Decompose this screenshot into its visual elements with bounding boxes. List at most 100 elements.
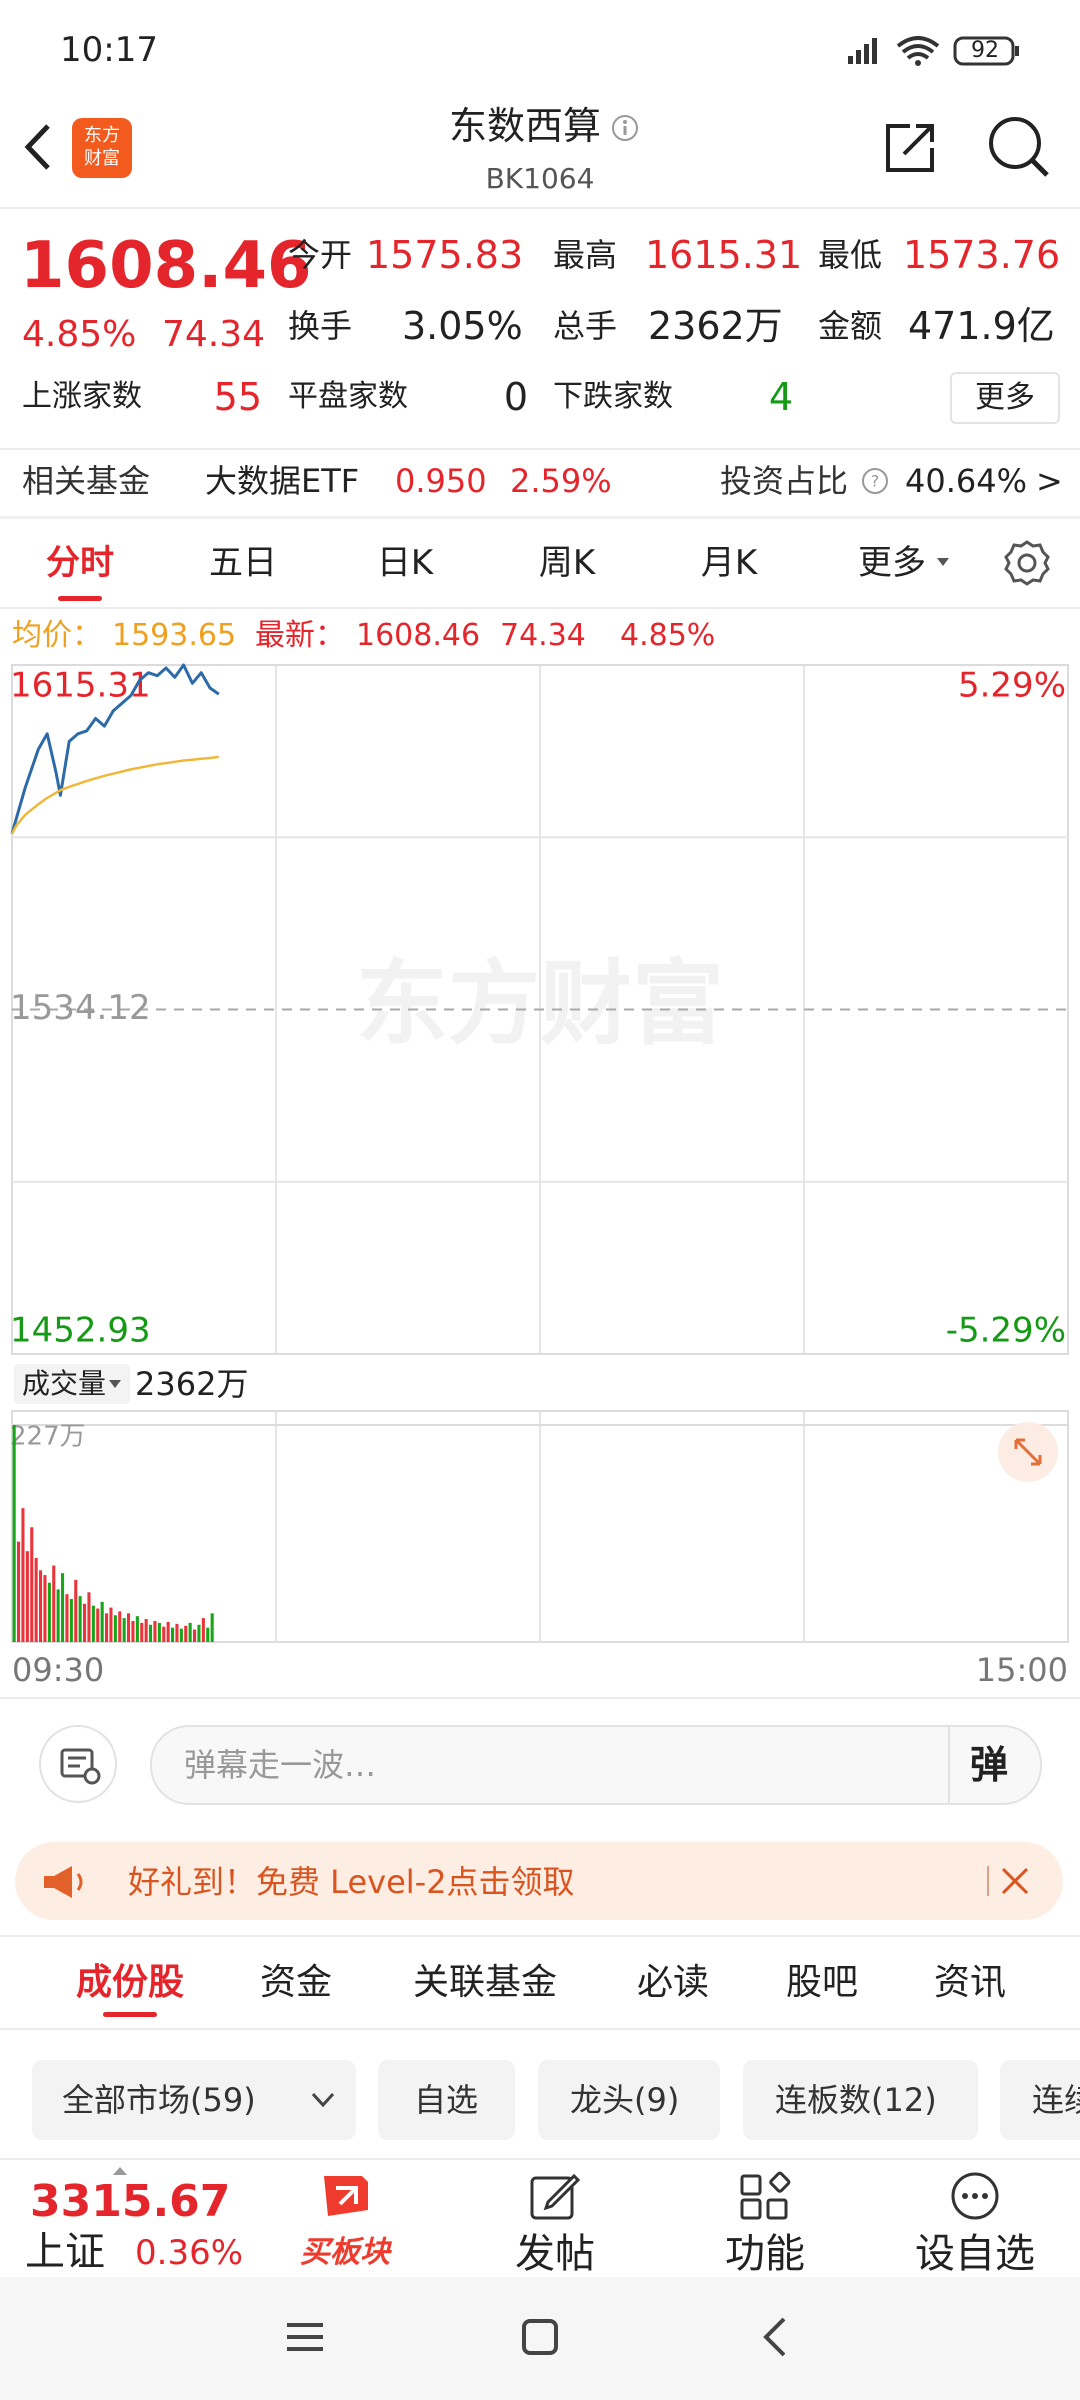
x-tick-label: 15:00 bbox=[976, 1651, 1068, 1689]
settings-button[interactable] bbox=[1002, 538, 1052, 588]
index-value[interactable]: 3315.67 bbox=[30, 2176, 231, 2227]
back-button[interactable] bbox=[18, 122, 58, 172]
menu-button[interactable] bbox=[285, 2317, 325, 2357]
bottom-bar: 3315.67 上证 0.36% 买板块 发帖 功能 设自选 bbox=[0, 2158, 1080, 2277]
nav-item[interactable]: 买板块 bbox=[300, 2235, 390, 2270]
info-icon[interactable] bbox=[610, 113, 640, 143]
speaker-icon bbox=[44, 1866, 83, 1898]
back-nav-button[interactable] bbox=[758, 2315, 792, 2359]
chevron-down bbox=[311, 2092, 335, 2108]
more-button[interactable]: 更多 bbox=[950, 372, 1060, 424]
more-label: 更多 bbox=[975, 380, 1035, 415]
fund-label: 相关基金 bbox=[22, 462, 151, 500]
avg-label: 均价： bbox=[12, 618, 102, 653]
app-logo[interactable]: 东方 财富 bbox=[72, 118, 132, 178]
volume-bar bbox=[109, 1607, 113, 1642]
fund-change: 2.59% bbox=[510, 462, 612, 500]
buy-sector-icon bbox=[324, 2176, 368, 2216]
section-tab[interactable]: 股吧 bbox=[785, 1962, 858, 2003]
stat-value: 0 bbox=[503, 375, 528, 419]
svg-text:?: ? bbox=[871, 472, 880, 491]
filter-chip[interactable]: 龙头(9) bbox=[538, 2060, 720, 2140]
stat-value: 3.05% bbox=[402, 304, 523, 348]
volume-bar bbox=[122, 1618, 126, 1642]
close-button[interactable] bbox=[1000, 1866, 1030, 1896]
stat-label: 下跌家数 bbox=[553, 379, 673, 414]
volume-bar bbox=[21, 1508, 25, 1642]
volume-bar bbox=[91, 1605, 95, 1642]
index-name[interactable]: 上证 bbox=[25, 2229, 105, 2275]
chip-label: 自选 bbox=[414, 2081, 479, 2119]
chart-tab[interactable]: 五日 bbox=[209, 543, 277, 583]
danmaku-settings[interactable] bbox=[38, 1724, 118, 1804]
avg-value: 1593.65 bbox=[112, 618, 237, 653]
stat-label: 上涨家数 bbox=[22, 379, 142, 414]
nav-item[interactable]: 设自选 bbox=[915, 2231, 1035, 2277]
tab-underline bbox=[103, 2012, 157, 2017]
volume-selector[interactable]: 成交量 bbox=[14, 1364, 130, 1404]
filter-chip[interactable]: 连续 bbox=[1000, 2060, 1080, 2140]
volume-bar bbox=[30, 1527, 34, 1642]
chart-tab[interactable]: 周K bbox=[538, 543, 596, 583]
volume-bar bbox=[34, 1557, 38, 1642]
y-tick-label: 1615.31 bbox=[10, 666, 151, 706]
volume-bar bbox=[131, 1620, 135, 1642]
y2-tick-label: 5.29% bbox=[958, 666, 1066, 706]
volume-bar bbox=[197, 1624, 201, 1642]
search-button[interactable] bbox=[985, 113, 1055, 183]
stat-label: 平盘家数 bbox=[288, 379, 408, 414]
section-tab[interactable]: 必读 bbox=[636, 1962, 709, 2003]
chart-tab[interactable]: 更多 bbox=[858, 543, 926, 583]
stat-label: 换手 bbox=[288, 307, 353, 345]
banner-divider bbox=[987, 1866, 989, 1896]
chip-label: 全部市场(59) bbox=[62, 2081, 256, 2119]
y-tick-label: 227万 bbox=[10, 1422, 86, 1452]
volume-bar bbox=[166, 1621, 170, 1642]
section-tab[interactable]: 成份股 bbox=[75, 1962, 184, 2003]
chip-label: 连续 bbox=[1032, 2081, 1080, 2119]
filter-chip[interactable]: 自选 bbox=[378, 2060, 515, 2140]
danmaku-input[interactable]: 弹幕走一波… 弹 bbox=[150, 1725, 1042, 1805]
danmaku-placeholder: 弹幕走一波… bbox=[184, 1746, 377, 1784]
volume-bar bbox=[118, 1611, 122, 1642]
chart-tab[interactable]: 月K bbox=[700, 543, 758, 583]
nav-item[interactable]: 发帖 bbox=[515, 2231, 595, 2277]
fund-name[interactable]: 大数据ETF bbox=[205, 462, 360, 500]
volume-bar bbox=[43, 1575, 47, 1642]
stat-label: 今开 bbox=[288, 236, 353, 274]
promo-banner[interactable]: 好礼到！免费 Level-2点击领取 bbox=[15, 1842, 1063, 1920]
volume-bar bbox=[87, 1592, 91, 1642]
volume-bar bbox=[188, 1622, 192, 1642]
filter-chip[interactable]: 全部市场(59) bbox=[32, 2060, 356, 2140]
help-icon[interactable]: ? bbox=[860, 466, 890, 496]
volume-bar bbox=[39, 1570, 43, 1642]
volume-bar bbox=[61, 1573, 65, 1642]
ratio-arrow[interactable]: > bbox=[1036, 462, 1063, 500]
y2-tick-label: -5.29% bbox=[946, 1311, 1066, 1351]
battery-level: 92 bbox=[971, 38, 999, 63]
chart-tab[interactable]: 分时 bbox=[46, 543, 114, 583]
y-tick-label: 1452.93 bbox=[10, 1311, 151, 1351]
section-tab[interactable]: 关联基金 bbox=[412, 1962, 557, 2003]
status-icons bbox=[848, 36, 1019, 66]
danmaku-button[interactable]: 弹 bbox=[970, 1743, 1009, 1787]
system-nav bbox=[0, 2277, 1080, 2400]
nav-item[interactable]: 功能 bbox=[725, 2231, 805, 2277]
volume-bar bbox=[127, 1613, 131, 1642]
volume-bar bbox=[171, 1627, 175, 1642]
section-tab[interactable]: 资金 bbox=[259, 1962, 332, 2003]
latest-change-percent: 4.85% bbox=[620, 618, 716, 653]
filter-chip[interactable]: 连板数(12) bbox=[743, 2060, 978, 2140]
home-button[interactable] bbox=[520, 2317, 560, 2357]
logo-text: 财富 bbox=[84, 148, 120, 169]
volume-bar bbox=[162, 1626, 166, 1642]
volume-bar bbox=[25, 1551, 29, 1642]
section-tab[interactable]: 资讯 bbox=[933, 1962, 1006, 2003]
chart-tab[interactable]: 日K bbox=[376, 543, 434, 583]
expand-button[interactable] bbox=[996, 1420, 1060, 1484]
function-icon bbox=[740, 2171, 791, 2220]
share-button[interactable] bbox=[880, 118, 940, 178]
latest-value: 1608.46 bbox=[356, 618, 481, 653]
stat-value: 55 bbox=[213, 375, 262, 419]
